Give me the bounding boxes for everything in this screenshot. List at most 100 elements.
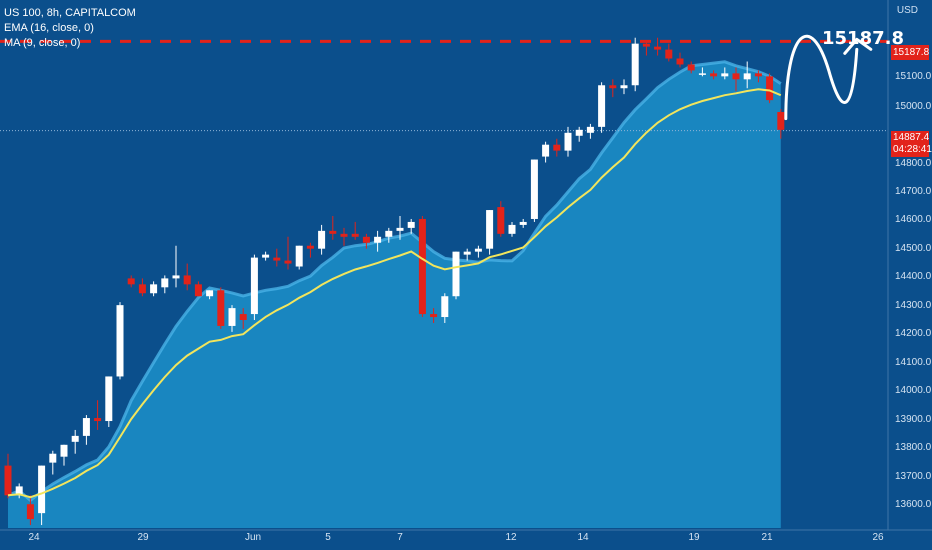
x-tick-label: 21 [761,532,773,543]
candle-body [721,73,729,77]
legend: US 100, 8h, CAPITALCOM EMA (16, close, 0… [4,6,136,51]
y-tick-label: 13600.0 [895,499,932,510]
x-tick-label: Jun [244,532,262,543]
candle-body [463,251,471,255]
y-tick-label: 15000.0 [895,101,932,112]
candle-body [127,278,135,285]
x-tick-label: 7 [397,532,403,543]
candle-body [766,76,774,101]
candle-body [161,278,169,288]
target-price-tag: 15187.8 [891,45,929,60]
candle-body [38,465,46,514]
candle-body [183,275,191,285]
candle-body [754,73,762,77]
x-tick-label: 12 [505,532,517,543]
candle-body [374,236,382,243]
candle-body [105,376,113,422]
candle-body [586,126,594,133]
candle-body [262,254,270,258]
y-tick-label: 14200.0 [895,328,932,339]
candle-body [15,486,23,496]
legend-symbol[interactable]: US 100, 8h, CAPITALCOM [4,7,136,19]
projection-wave [784,34,859,121]
candle-body [206,290,214,297]
candle-body [654,46,662,50]
candle-body [329,230,337,234]
candle-body [250,257,258,315]
projection-arrowhead [843,37,873,55]
candle-body [150,284,158,294]
candle-body [508,224,516,234]
candle-body [452,251,460,297]
candle-body [598,85,606,127]
candle-body [497,207,505,234]
candle-body [239,314,247,320]
candle-body [172,275,180,279]
candle-body [486,210,494,249]
target-price-tag-text: 15187.8 [893,47,930,58]
x-tick-label: 14 [577,532,589,543]
x-tick-label: 5 [325,532,331,543]
y-tick-label: 13800.0 [895,442,932,453]
candle-body [295,245,303,267]
legend-ma[interactable]: MA (9, close, 0) [4,37,81,49]
candle-body [273,257,281,261]
candle-body [441,296,449,318]
candle-body [620,85,628,89]
target-price-label: 15187.8 [822,28,904,49]
candle-body [542,144,550,157]
x-tick-label: 19 [688,532,700,543]
y-tick-label: 13700.0 [895,471,932,482]
candle-body [710,73,718,77]
candle-body [687,64,695,71]
bar-countdown: 04:28:41 [893,144,932,155]
candle-body [575,129,583,136]
candle-body [217,290,225,326]
candle-body [732,73,740,80]
candle-body [4,465,12,496]
y-tick-label: 14300.0 [895,300,932,311]
x-tick-label: 24 [28,532,40,543]
current-price-tag: 14887.4 04:28:41 [891,131,932,157]
current-price: 14887.4 [893,132,930,143]
y-tick-label: 14700.0 [895,186,932,197]
candle-body [396,227,404,231]
candle-body [474,248,482,252]
candle-body [530,159,538,219]
candle-body [340,233,348,237]
y-tick-label: 14400.0 [895,271,932,282]
y-tick-label: 15100.0 [895,71,932,82]
candle-body [743,73,751,80]
candle-body [116,305,124,377]
candle-body [26,504,34,520]
candle-body [698,73,706,75]
candle-body [49,453,57,463]
y-tick-label: 14600.0 [895,214,932,225]
candle-body [362,236,370,243]
candle-body [553,144,561,151]
candle-body [407,221,415,228]
ema-line [7,88,782,499]
candle-body [94,418,102,422]
candle-body [642,43,650,47]
candle-body [82,418,90,436]
candle-body [284,260,292,264]
candle-body [351,233,359,237]
candle-body [318,230,326,249]
candle-body [564,132,572,151]
candle-body [60,444,68,457]
candle-body [519,221,527,225]
candle-body [676,58,684,65]
x-tick-label: 26 [872,532,884,543]
candle-body [418,218,426,315]
candle-body [138,284,146,294]
currency-unit: USD [896,5,918,16]
legend-ema[interactable]: EMA (16, close, 0) [4,22,94,34]
candle-body [228,308,236,326]
x-tick-label: 29 [137,532,149,543]
candle-body [385,230,393,237]
y-tick-label: 14000.0 [895,385,932,396]
ma-area [8,61,781,529]
